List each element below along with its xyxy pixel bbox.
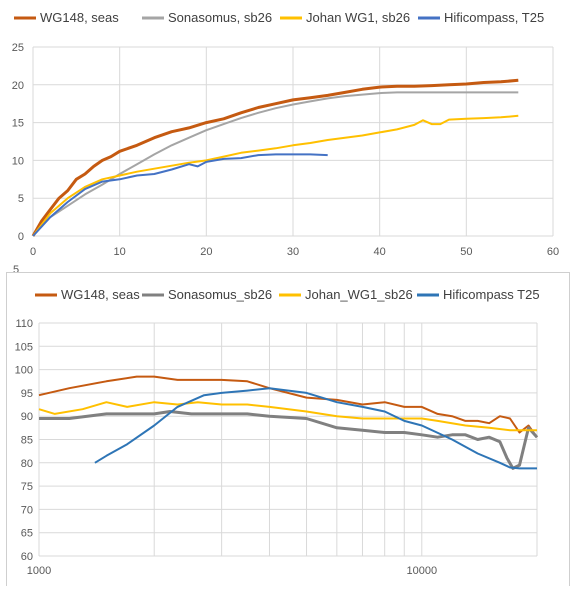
legend-label: Hificompass, T25 bbox=[444, 10, 544, 25]
y-tick-label: 60 bbox=[21, 551, 33, 563]
y-tick-label: 90 bbox=[21, 411, 33, 423]
legend: WG148, seas Sonasomus, sb26 Johan WG1, sb2… bbox=[14, 10, 544, 25]
series-line bbox=[32, 114, 519, 237]
legend-label: Sonasomus_sb26 bbox=[168, 287, 272, 302]
x-tick-label: 30 bbox=[287, 246, 299, 258]
series-line bbox=[94, 387, 537, 470]
y-tick-label: 85 bbox=[21, 435, 33, 447]
y-tick-label: 110 bbox=[15, 318, 33, 330]
series-line bbox=[38, 401, 537, 432]
chart-top-svg: 0 5 10 15 20 25 0 10 20 30 40 50 60 WG148, seas Sonaso… bbox=[12, 10, 559, 258]
x-tick-label: 40 bbox=[374, 246, 386, 258]
series-line bbox=[38, 375, 538, 438]
x-tick-label: 10 bbox=[114, 246, 126, 258]
series-line bbox=[31, 78, 519, 237]
y-tick-label: 75 bbox=[21, 481, 33, 493]
x-tick-label: 0 bbox=[30, 246, 36, 258]
x-tick-label: 20 bbox=[200, 246, 212, 258]
y-tick-label: 100 bbox=[15, 365, 33, 377]
legend: WG148, seas Sonasomus_sb26 Johan_WG1_sb26 H… bbox=[35, 287, 540, 302]
y-tick-label: 20 bbox=[12, 80, 24, 92]
grid bbox=[32, 46, 554, 237]
x-tick-label: 50 bbox=[460, 246, 472, 258]
series-line bbox=[32, 91, 519, 237]
legend-label: Hificompass T25 bbox=[443, 287, 540, 302]
x-tick-label: 10000 bbox=[406, 565, 437, 577]
legend-label: Johan_WG1_sb26 bbox=[305, 287, 413, 302]
y-tick-label: 15 bbox=[12, 118, 24, 130]
y-tick-label: 0 bbox=[18, 231, 24, 243]
clipped-tick-label: 5 bbox=[13, 264, 20, 276]
x-tick-label: 1000 bbox=[27, 565, 51, 577]
legend-label: Sonasomus, sb26 bbox=[168, 10, 272, 25]
y-tick-label: 25 bbox=[12, 42, 24, 54]
legend-label: WG148, seas bbox=[61, 287, 140, 302]
series-line bbox=[32, 153, 328, 237]
y-tick-label: 10 bbox=[12, 155, 24, 167]
chart-top-panel: 0 5 10 15 20 25 0 10 20 30 40 50 60 WG148, seas Sonaso… bbox=[0, 0, 566, 280]
y-tick-label: 80 bbox=[21, 458, 33, 470]
y-tick-label: 65 bbox=[21, 528, 33, 540]
chart-bottom-svg: 60 65 70 75 80 85 90 95 100 105 110 1000 10000 WG148,… bbox=[15, 287, 540, 577]
y-tick-label: 95 bbox=[21, 388, 33, 400]
x-tick-label: 60 bbox=[547, 246, 559, 258]
y-tick-label: 5 bbox=[18, 193, 24, 205]
grid bbox=[38, 322, 538, 557]
y-tick-label: 105 bbox=[15, 341, 33, 353]
legend-label: Johan WG1, sb26 bbox=[306, 10, 410, 25]
series-line bbox=[39, 410, 539, 470]
chart-bottom-panel: 60 65 70 75 80 85 90 95 100 105 110 1000 10000 WG148,… bbox=[6, 272, 570, 586]
y-tick-label: 70 bbox=[21, 504, 33, 516]
legend-label: WG148, seas bbox=[40, 10, 119, 25]
